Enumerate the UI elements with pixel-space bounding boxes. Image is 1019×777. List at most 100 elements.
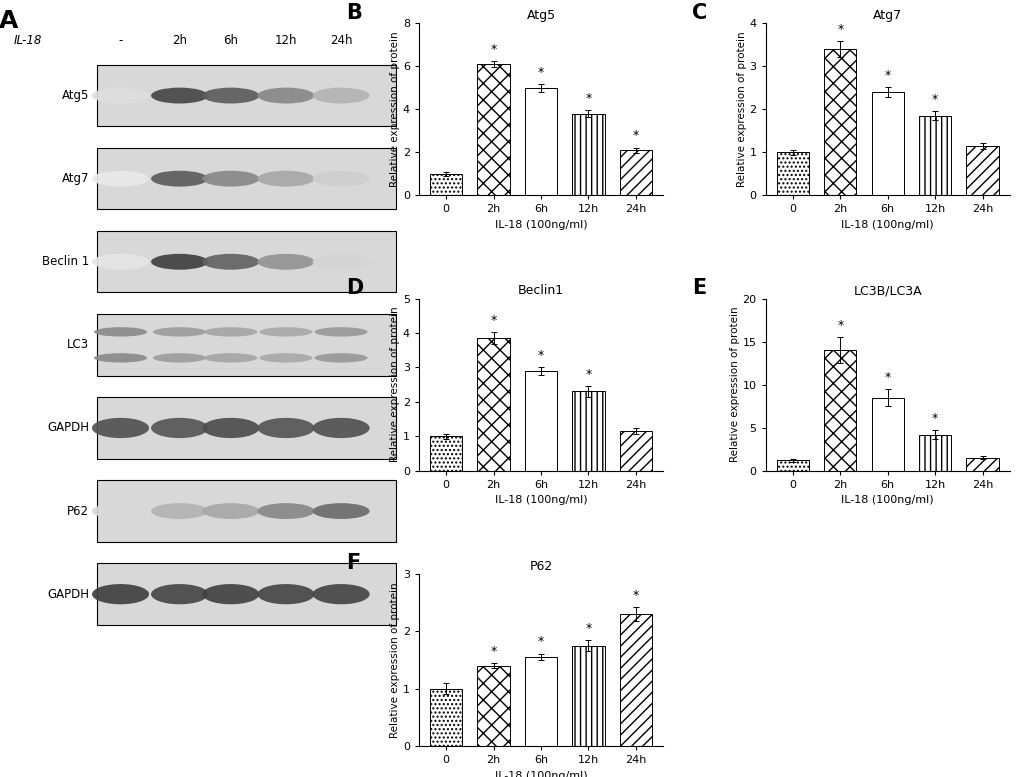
Text: Beclin 1: Beclin 1	[42, 256, 89, 268]
Text: *: *	[837, 23, 843, 37]
Bar	[572, 392, 604, 471]
Title: Atg7: Atg7	[872, 9, 902, 22]
Text: *: *	[931, 93, 937, 106]
Ellipse shape	[202, 88, 259, 103]
Bar	[823, 350, 856, 471]
Ellipse shape	[151, 503, 208, 519]
X-axis label: IL-18 (100ng/ml): IL-18 (100ng/ml)	[494, 220, 587, 230]
Ellipse shape	[202, 171, 259, 186]
Ellipse shape	[312, 584, 369, 605]
Ellipse shape	[312, 171, 369, 186]
Bar	[97, 480, 395, 542]
Text: *: *	[490, 314, 496, 327]
Text: C: C	[692, 2, 707, 23]
Ellipse shape	[151, 584, 208, 605]
Text: *: *	[585, 368, 591, 382]
Ellipse shape	[257, 503, 314, 519]
Text: *: *	[883, 371, 890, 384]
Ellipse shape	[92, 584, 149, 605]
Y-axis label: Relative expression of protein: Relative expression of protein	[389, 582, 399, 737]
Y-axis label: Relative expression of protein: Relative expression of protein	[389, 307, 399, 462]
Ellipse shape	[94, 327, 147, 336]
Title: Atg5: Atg5	[526, 9, 555, 22]
Title: P62: P62	[529, 559, 552, 573]
Bar	[97, 314, 395, 375]
Ellipse shape	[204, 327, 257, 336]
Bar	[620, 614, 651, 746]
Bar	[97, 397, 395, 458]
X-axis label: IL-18 (100ng/ml): IL-18 (100ng/ml)	[494, 771, 587, 777]
Ellipse shape	[259, 354, 312, 363]
Bar	[823, 49, 856, 195]
Ellipse shape	[94, 354, 147, 363]
Ellipse shape	[202, 418, 259, 438]
Text: *: *	[537, 636, 543, 649]
Y-axis label: Relative expression of protein: Relative expression of protein	[729, 307, 739, 462]
Ellipse shape	[314, 327, 367, 336]
Bar	[97, 563, 395, 625]
Text: E: E	[692, 278, 706, 298]
Bar	[620, 150, 651, 195]
Bar	[477, 338, 510, 471]
Bar	[97, 231, 395, 292]
Bar	[620, 431, 651, 471]
Ellipse shape	[312, 418, 369, 438]
Text: LC3: LC3	[67, 338, 89, 351]
Ellipse shape	[312, 503, 369, 519]
Text: IL-18: IL-18	[14, 34, 43, 47]
Bar	[775, 152, 808, 195]
Ellipse shape	[151, 418, 208, 438]
Ellipse shape	[153, 327, 206, 336]
Ellipse shape	[204, 354, 257, 363]
Ellipse shape	[92, 503, 149, 519]
Bar	[477, 666, 510, 746]
Text: *: *	[490, 43, 496, 56]
Text: P62: P62	[67, 504, 89, 517]
Bar	[430, 688, 462, 746]
Bar	[97, 148, 395, 209]
Text: Atg5: Atg5	[61, 89, 89, 102]
Ellipse shape	[202, 254, 259, 270]
Text: 12h: 12h	[274, 34, 297, 47]
Bar	[430, 174, 462, 195]
Text: 2h: 2h	[172, 34, 186, 47]
Text: Atg7: Atg7	[61, 172, 89, 185]
Text: *: *	[632, 130, 638, 142]
Bar	[477, 64, 510, 195]
Ellipse shape	[202, 584, 259, 605]
Text: *: *	[632, 589, 638, 602]
Ellipse shape	[92, 171, 149, 186]
Bar	[870, 398, 903, 471]
Y-axis label: Relative expression of protein: Relative expression of protein	[736, 32, 746, 187]
Text: -: -	[118, 34, 122, 47]
Text: *: *	[883, 69, 890, 82]
Ellipse shape	[92, 88, 149, 103]
Ellipse shape	[257, 88, 314, 103]
Ellipse shape	[151, 88, 208, 103]
Text: 24h: 24h	[329, 34, 352, 47]
Ellipse shape	[92, 418, 149, 438]
Ellipse shape	[153, 354, 206, 363]
Ellipse shape	[314, 354, 367, 363]
Y-axis label: Relative expression of protein: Relative expression of protein	[389, 32, 399, 187]
X-axis label: IL-18 (100ng/ml): IL-18 (100ng/ml)	[841, 495, 933, 505]
X-axis label: IL-18 (100ng/ml): IL-18 (100ng/ml)	[841, 220, 933, 230]
Text: GAPDH: GAPDH	[47, 587, 89, 601]
X-axis label: IL-18 (100ng/ml): IL-18 (100ng/ml)	[494, 495, 587, 505]
Text: *: *	[585, 92, 591, 105]
Title: Beclin1: Beclin1	[518, 284, 564, 298]
Ellipse shape	[257, 584, 314, 605]
Text: F: F	[345, 553, 360, 573]
Bar	[870, 92, 903, 195]
Bar	[97, 64, 395, 127]
Bar	[525, 371, 556, 471]
Bar	[918, 434, 951, 471]
Ellipse shape	[151, 171, 208, 186]
Ellipse shape	[312, 254, 369, 270]
Text: *: *	[490, 645, 496, 657]
Ellipse shape	[257, 171, 314, 186]
Bar	[525, 657, 556, 746]
Bar	[775, 460, 808, 471]
Ellipse shape	[259, 327, 312, 336]
Bar	[572, 113, 604, 195]
